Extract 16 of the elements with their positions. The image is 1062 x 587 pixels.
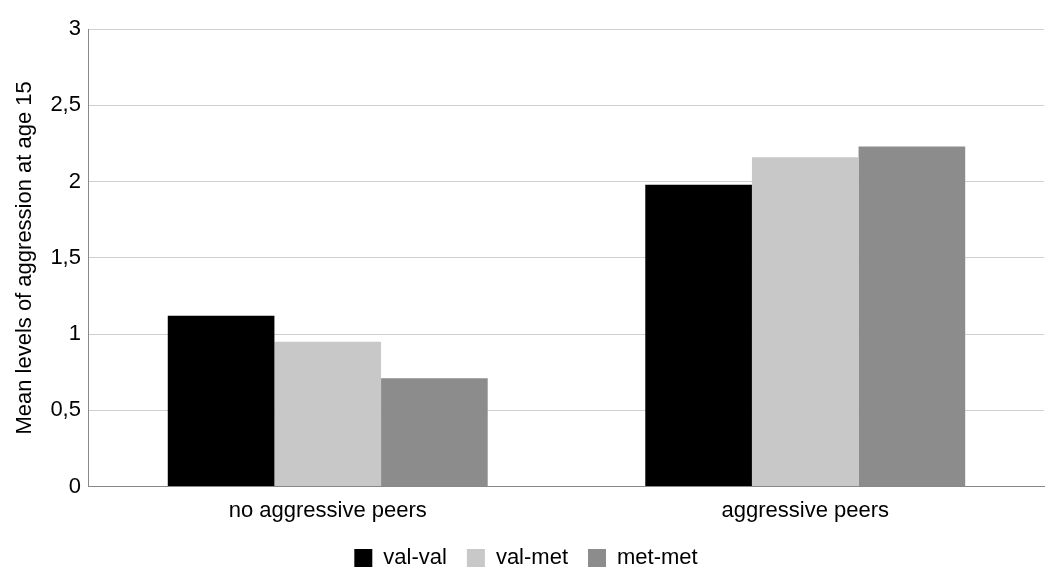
y-tick-label: 1 bbox=[68, 320, 81, 346]
x-tick-label: no aggressive peers bbox=[228, 496, 427, 522]
y-axis-title: Mean levels of aggression at age 15 bbox=[11, 81, 37, 435]
legend-label: met-met bbox=[617, 544, 698, 570]
legend-label: val-met bbox=[495, 544, 569, 570]
x-tick-label: aggressive peers bbox=[721, 496, 890, 522]
y-tick-label: 2,5 bbox=[50, 91, 81, 117]
bar bbox=[167, 315, 275, 487]
bar bbox=[645, 184, 752, 487]
bar bbox=[274, 341, 382, 487]
y-tick-label: 2 bbox=[68, 167, 81, 193]
y-tick-label: 0,5 bbox=[50, 396, 81, 422]
y-tick-label: 1,5 bbox=[50, 243, 81, 269]
y-tick-label: 0 bbox=[68, 472, 81, 498]
y-tick-label: 3 bbox=[68, 15, 81, 41]
legend-label: val-val bbox=[383, 544, 447, 570]
